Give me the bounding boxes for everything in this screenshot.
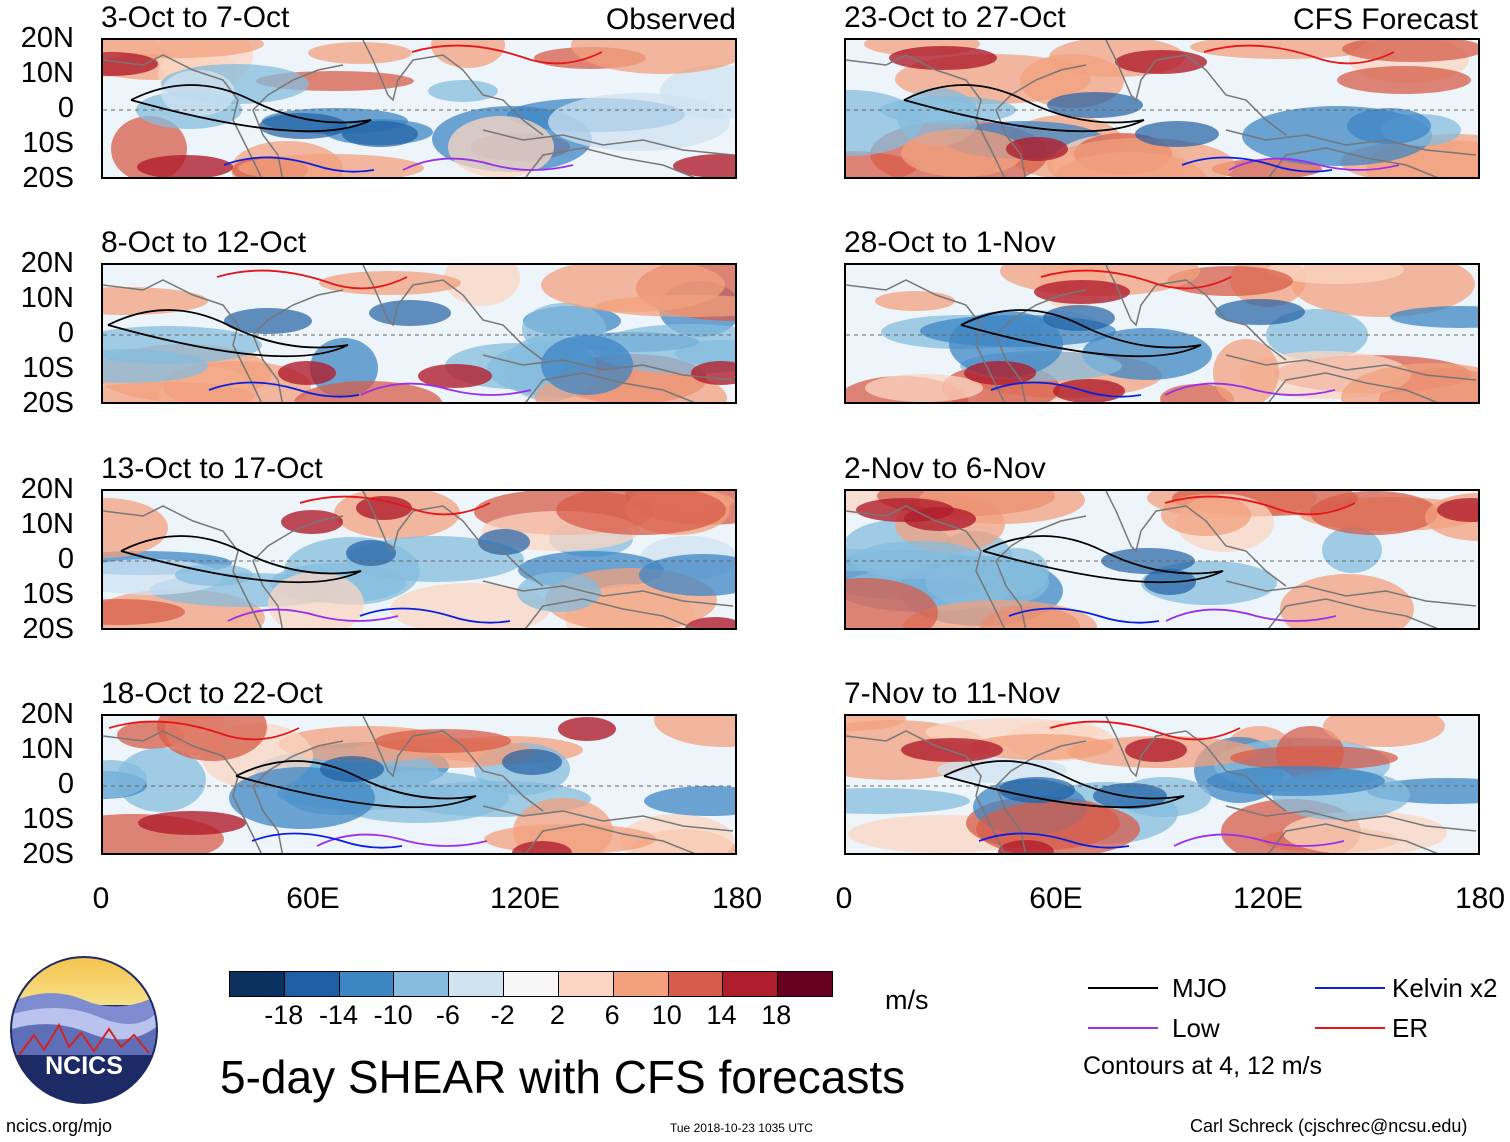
lon-label: 0 bbox=[92, 882, 110, 915]
contours-note: Contours at 4, 12 m/s bbox=[1083, 1052, 1323, 1080]
colorbar-swatch bbox=[449, 972, 505, 996]
lat-label: 20N bbox=[20, 698, 74, 730]
lon-label: 120E bbox=[1232, 882, 1304, 915]
panel-title: 7-Nov to 11-Nov bbox=[844, 677, 1061, 710]
observed-label: Observed bbox=[605, 3, 736, 36]
map-panel bbox=[844, 489, 1480, 630]
lat-label: 0 bbox=[57, 317, 74, 349]
legend-kelvin-line bbox=[1315, 987, 1385, 989]
lon-label: 180 bbox=[711, 882, 763, 915]
panel-title: 23-Oct to 27-Oct bbox=[844, 1, 1066, 34]
colorbar-swatch bbox=[230, 972, 285, 996]
lat-label: 10N bbox=[20, 508, 74, 540]
lat-label: 10S bbox=[22, 127, 74, 159]
lat-label: 10S bbox=[22, 578, 74, 610]
colorbar-swatch bbox=[339, 972, 395, 996]
footer-site: ncics.org/mjo bbox=[6, 1116, 113, 1136]
colorbar-tick: -10 bbox=[373, 1000, 413, 1030]
map-panel bbox=[844, 38, 1480, 179]
colorbar-tick: -6 bbox=[435, 1000, 460, 1030]
colorbar-swatch bbox=[558, 972, 614, 996]
colorbar-swatch bbox=[394, 972, 450, 996]
logo-text: NCICS bbox=[45, 1052, 123, 1080]
lon-label: 60E bbox=[286, 882, 340, 915]
colorbar-swatch bbox=[723, 972, 779, 996]
legend-mjo: MJO bbox=[1172, 973, 1227, 1003]
colorbar-tick: -18 bbox=[264, 1000, 304, 1030]
lat-label: 20S bbox=[22, 162, 74, 194]
map-panel bbox=[101, 263, 737, 404]
map-panel bbox=[101, 38, 737, 179]
colorbar-swatch bbox=[613, 972, 669, 996]
colorbar-tick: -2 bbox=[490, 1000, 515, 1030]
colorbar-tick: 6 bbox=[604, 1000, 620, 1030]
lat-label: 10N bbox=[20, 733, 74, 765]
colorbar-units: m/s bbox=[885, 985, 929, 1015]
lat-label: 10N bbox=[20, 57, 74, 89]
panel-title: 13-Oct to 17-Oct bbox=[101, 452, 323, 485]
colorbar bbox=[229, 971, 833, 997]
lon-label: 120E bbox=[489, 882, 561, 915]
panel-title: 28-Oct to 1-Nov bbox=[844, 226, 1056, 259]
panel-title: 2-Nov to 6-Nov bbox=[844, 452, 1046, 485]
legend-low: Low bbox=[1172, 1013, 1220, 1043]
colorbar-tick: 14 bbox=[706, 1000, 737, 1030]
colorbar-swatch bbox=[284, 972, 340, 996]
lat-label: 10S bbox=[22, 803, 74, 835]
legend-kelvin: Kelvin x2 bbox=[1392, 973, 1498, 1003]
lat-label: 0 bbox=[57, 92, 74, 124]
lon-label: 0 bbox=[835, 882, 853, 915]
lat-label: 20N bbox=[20, 247, 74, 279]
lon-label: 60E bbox=[1029, 882, 1083, 915]
lat-label: 10S bbox=[22, 352, 74, 384]
map-panel bbox=[101, 714, 737, 855]
colorbar-swatch bbox=[668, 972, 724, 996]
map-panel bbox=[844, 263, 1480, 404]
footer-timestamp: Tue 2018-10-23 1035 UTC bbox=[670, 1121, 813, 1135]
colorbar-tick: 10 bbox=[651, 1000, 682, 1030]
colorbar-swatch bbox=[504, 972, 559, 996]
map-panel bbox=[101, 489, 737, 630]
ncics-logo bbox=[10, 956, 158, 1104]
panel-title: 3-Oct to 7-Oct bbox=[101, 1, 290, 34]
lat-label: 20S bbox=[22, 387, 74, 419]
panel-title: 18-Oct to 22-Oct bbox=[101, 677, 323, 710]
lat-label: 10N bbox=[20, 282, 74, 314]
lat-label: 0 bbox=[57, 768, 74, 800]
footer-credit: Carl Schreck (cjschrec@ncsu.edu) bbox=[1190, 1116, 1468, 1136]
lat-label: 20N bbox=[20, 22, 74, 54]
colorbar-swatch bbox=[778, 972, 832, 996]
legend-er-line bbox=[1315, 1027, 1385, 1029]
legend-low-line bbox=[1088, 1027, 1158, 1029]
legend-er: ER bbox=[1392, 1013, 1429, 1043]
figure-title: 5-day SHEAR with CFS forecasts bbox=[220, 1051, 906, 1103]
forecast-label: CFS Forecast bbox=[1292, 3, 1478, 36]
lat-label: 20S bbox=[22, 613, 74, 645]
colorbar-tick: -14 bbox=[318, 1000, 358, 1030]
lat-label: 0 bbox=[57, 543, 74, 575]
lat-label: 20N bbox=[20, 473, 74, 505]
colorbar-tick: 2 bbox=[549, 1000, 565, 1030]
legend-mjo-line bbox=[1088, 987, 1158, 989]
lon-label: 180 bbox=[1454, 882, 1506, 915]
map-panel bbox=[844, 714, 1480, 855]
panel-title: 8-Oct to 12-Oct bbox=[101, 226, 307, 259]
lat-label: 20S bbox=[22, 838, 74, 870]
colorbar-tick: 18 bbox=[761, 1000, 792, 1030]
